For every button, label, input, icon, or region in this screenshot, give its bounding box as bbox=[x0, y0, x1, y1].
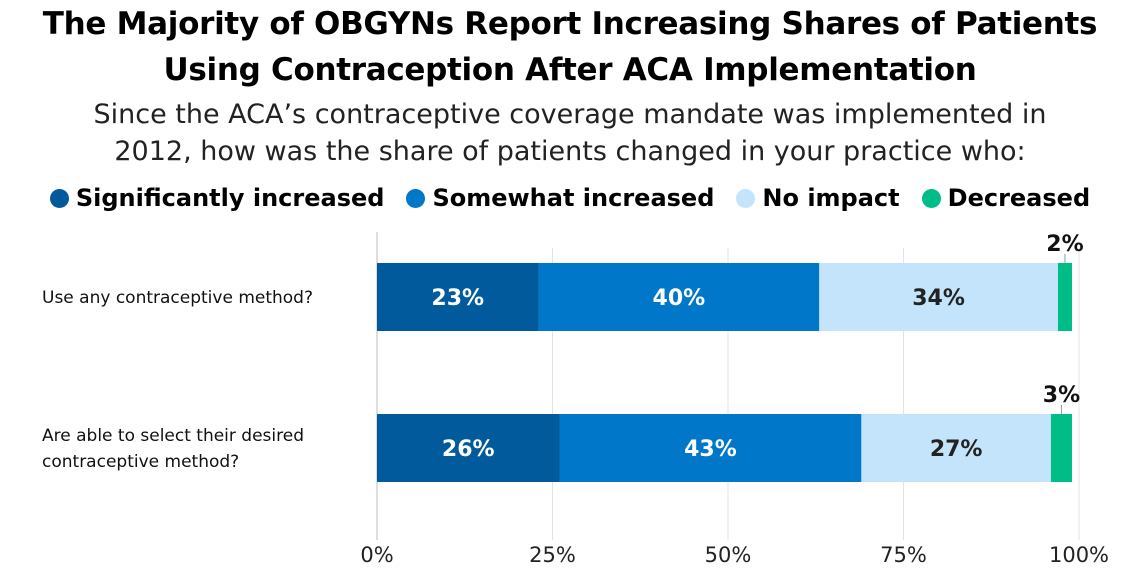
data-label: 40% bbox=[653, 286, 706, 311]
bar-segment bbox=[861, 414, 1051, 482]
legend-label: Decreased bbox=[947, 184, 1091, 212]
chart-title-line-2: Using Contraception After ACA Implementa… bbox=[163, 52, 977, 88]
bar-segment bbox=[819, 263, 1058, 331]
data-label: 34% bbox=[912, 286, 965, 311]
x-tick-label: 100% bbox=[1049, 543, 1109, 567]
category-label: Use any contraceptive method? bbox=[42, 288, 313, 308]
chart-title: The Majority of OBGYNs Report Increasing… bbox=[0, 0, 1140, 94]
legend-swatch-significantly-increased bbox=[49, 188, 69, 208]
legend-swatch-decreased bbox=[921, 188, 941, 208]
legend-item-significantly-increased: Significantly increased bbox=[49, 184, 385, 212]
chart-subtitle: Since the ACA’s contraceptive coverage m… bbox=[0, 96, 1140, 170]
legend-item-somewhat-increased: Somewhat increased bbox=[406, 184, 714, 212]
x-tick-label: 50% bbox=[705, 543, 752, 567]
bar-segment bbox=[377, 414, 560, 482]
data-label: 27% bbox=[930, 437, 983, 462]
chart-legend: Significantly increased Somewhat increas… bbox=[0, 184, 1140, 212]
legend-label: Somewhat increased bbox=[432, 184, 715, 212]
category-label: contraceptive method? bbox=[42, 452, 239, 472]
bar-segment bbox=[1057, 263, 1072, 331]
x-tick-label: 25% bbox=[529, 543, 576, 567]
bar-segment bbox=[1050, 414, 1072, 482]
legend-label: No impact bbox=[762, 184, 900, 212]
bar-segment bbox=[559, 414, 862, 482]
bar-segment bbox=[377, 263, 539, 331]
legend-item-decreased: Decreased bbox=[921, 184, 1091, 212]
category-label: Are able to select their desired bbox=[42, 426, 304, 446]
data-label: 43% bbox=[684, 437, 737, 462]
legend-item-no-impact: No impact bbox=[736, 184, 900, 212]
legend-swatch-no-impact bbox=[736, 188, 756, 208]
x-tick-label: 75% bbox=[880, 543, 927, 567]
x-tick-label: 0% bbox=[360, 543, 393, 567]
data-label: 2% bbox=[1046, 232, 1083, 257]
legend-swatch-somewhat-increased bbox=[406, 188, 426, 208]
data-label: 3% bbox=[1043, 383, 1080, 408]
chart-title-line-1: The Majority of OBGYNs Report Increasing… bbox=[42, 6, 1098, 42]
data-label: 26% bbox=[442, 437, 495, 462]
bar-segment bbox=[538, 263, 820, 331]
chart-subtitle-line-1: Since the ACA’s contraceptive coverage m… bbox=[93, 99, 1047, 130]
chart-subtitle-line-2: 2012, how was the share of patients chan… bbox=[114, 136, 1026, 167]
legend-label: Significantly increased bbox=[75, 184, 385, 212]
data-label: 23% bbox=[431, 286, 484, 311]
